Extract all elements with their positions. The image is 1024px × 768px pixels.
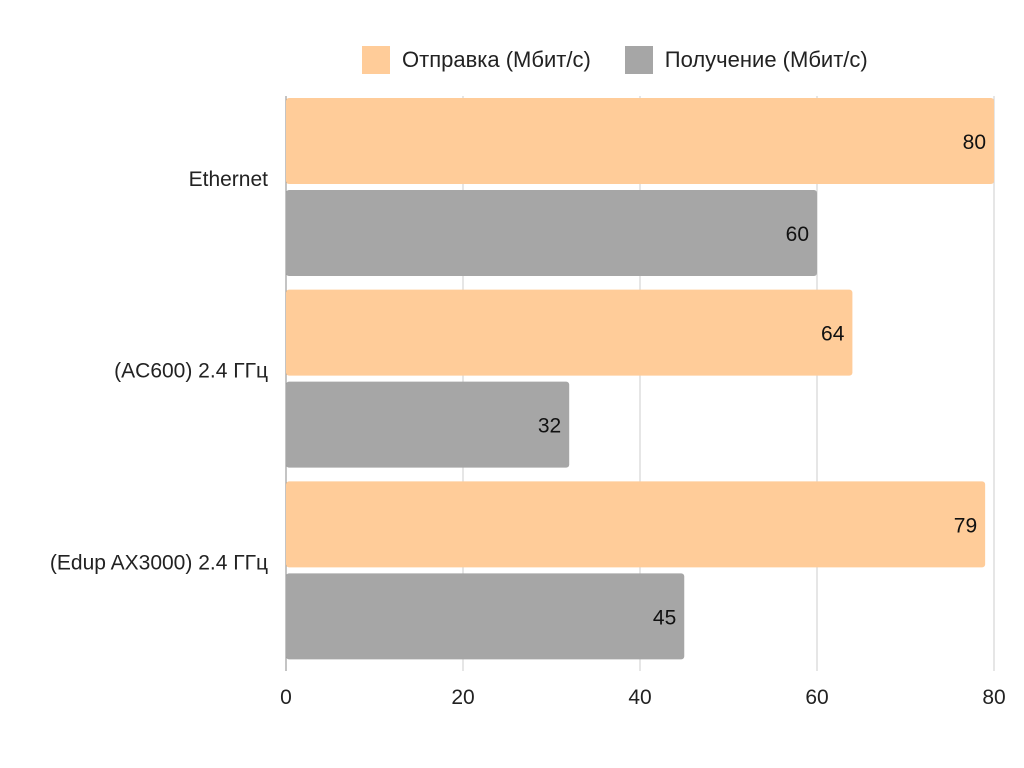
bar [286,381,570,468]
legend: Отправка (Мбит/с) Получение (Мбит/с) [362,46,868,74]
data-label: 80 [963,131,986,154]
x-tick-label: 20 [451,686,474,709]
x-tick-label: 60 [805,686,828,709]
category-label: (AC600) 2.4 ГГц [114,360,268,383]
category-label: Ethernet [189,168,269,191]
bar [286,289,853,376]
x-tick-label: 0 [280,686,292,709]
legend-item-receive: Получение (Мбит/с) [624,46,868,74]
data-label: 64 [821,323,845,346]
legend-swatch-send [362,46,390,74]
legend-item-send: Отправка (Мбит/с) [362,46,591,74]
bar [286,190,817,276]
legend-label-send: Отправка (Мбит/с) [402,47,591,72]
x-tick-label: 40 [628,686,651,709]
data-label: 32 [538,415,561,438]
category-label: (Edup AX3000) 2.4 ГГц [50,551,268,574]
bar [286,98,994,184]
data-label: 60 [786,223,809,246]
legend-label-receive: Получение (Мбит/с) [664,47,868,72]
x-tick-label: 80 [982,686,1005,709]
data-label: 79 [954,514,977,537]
legend-swatch-receive [624,46,653,74]
data-label: 45 [653,606,676,629]
bar [286,481,986,568]
bar [286,573,685,660]
